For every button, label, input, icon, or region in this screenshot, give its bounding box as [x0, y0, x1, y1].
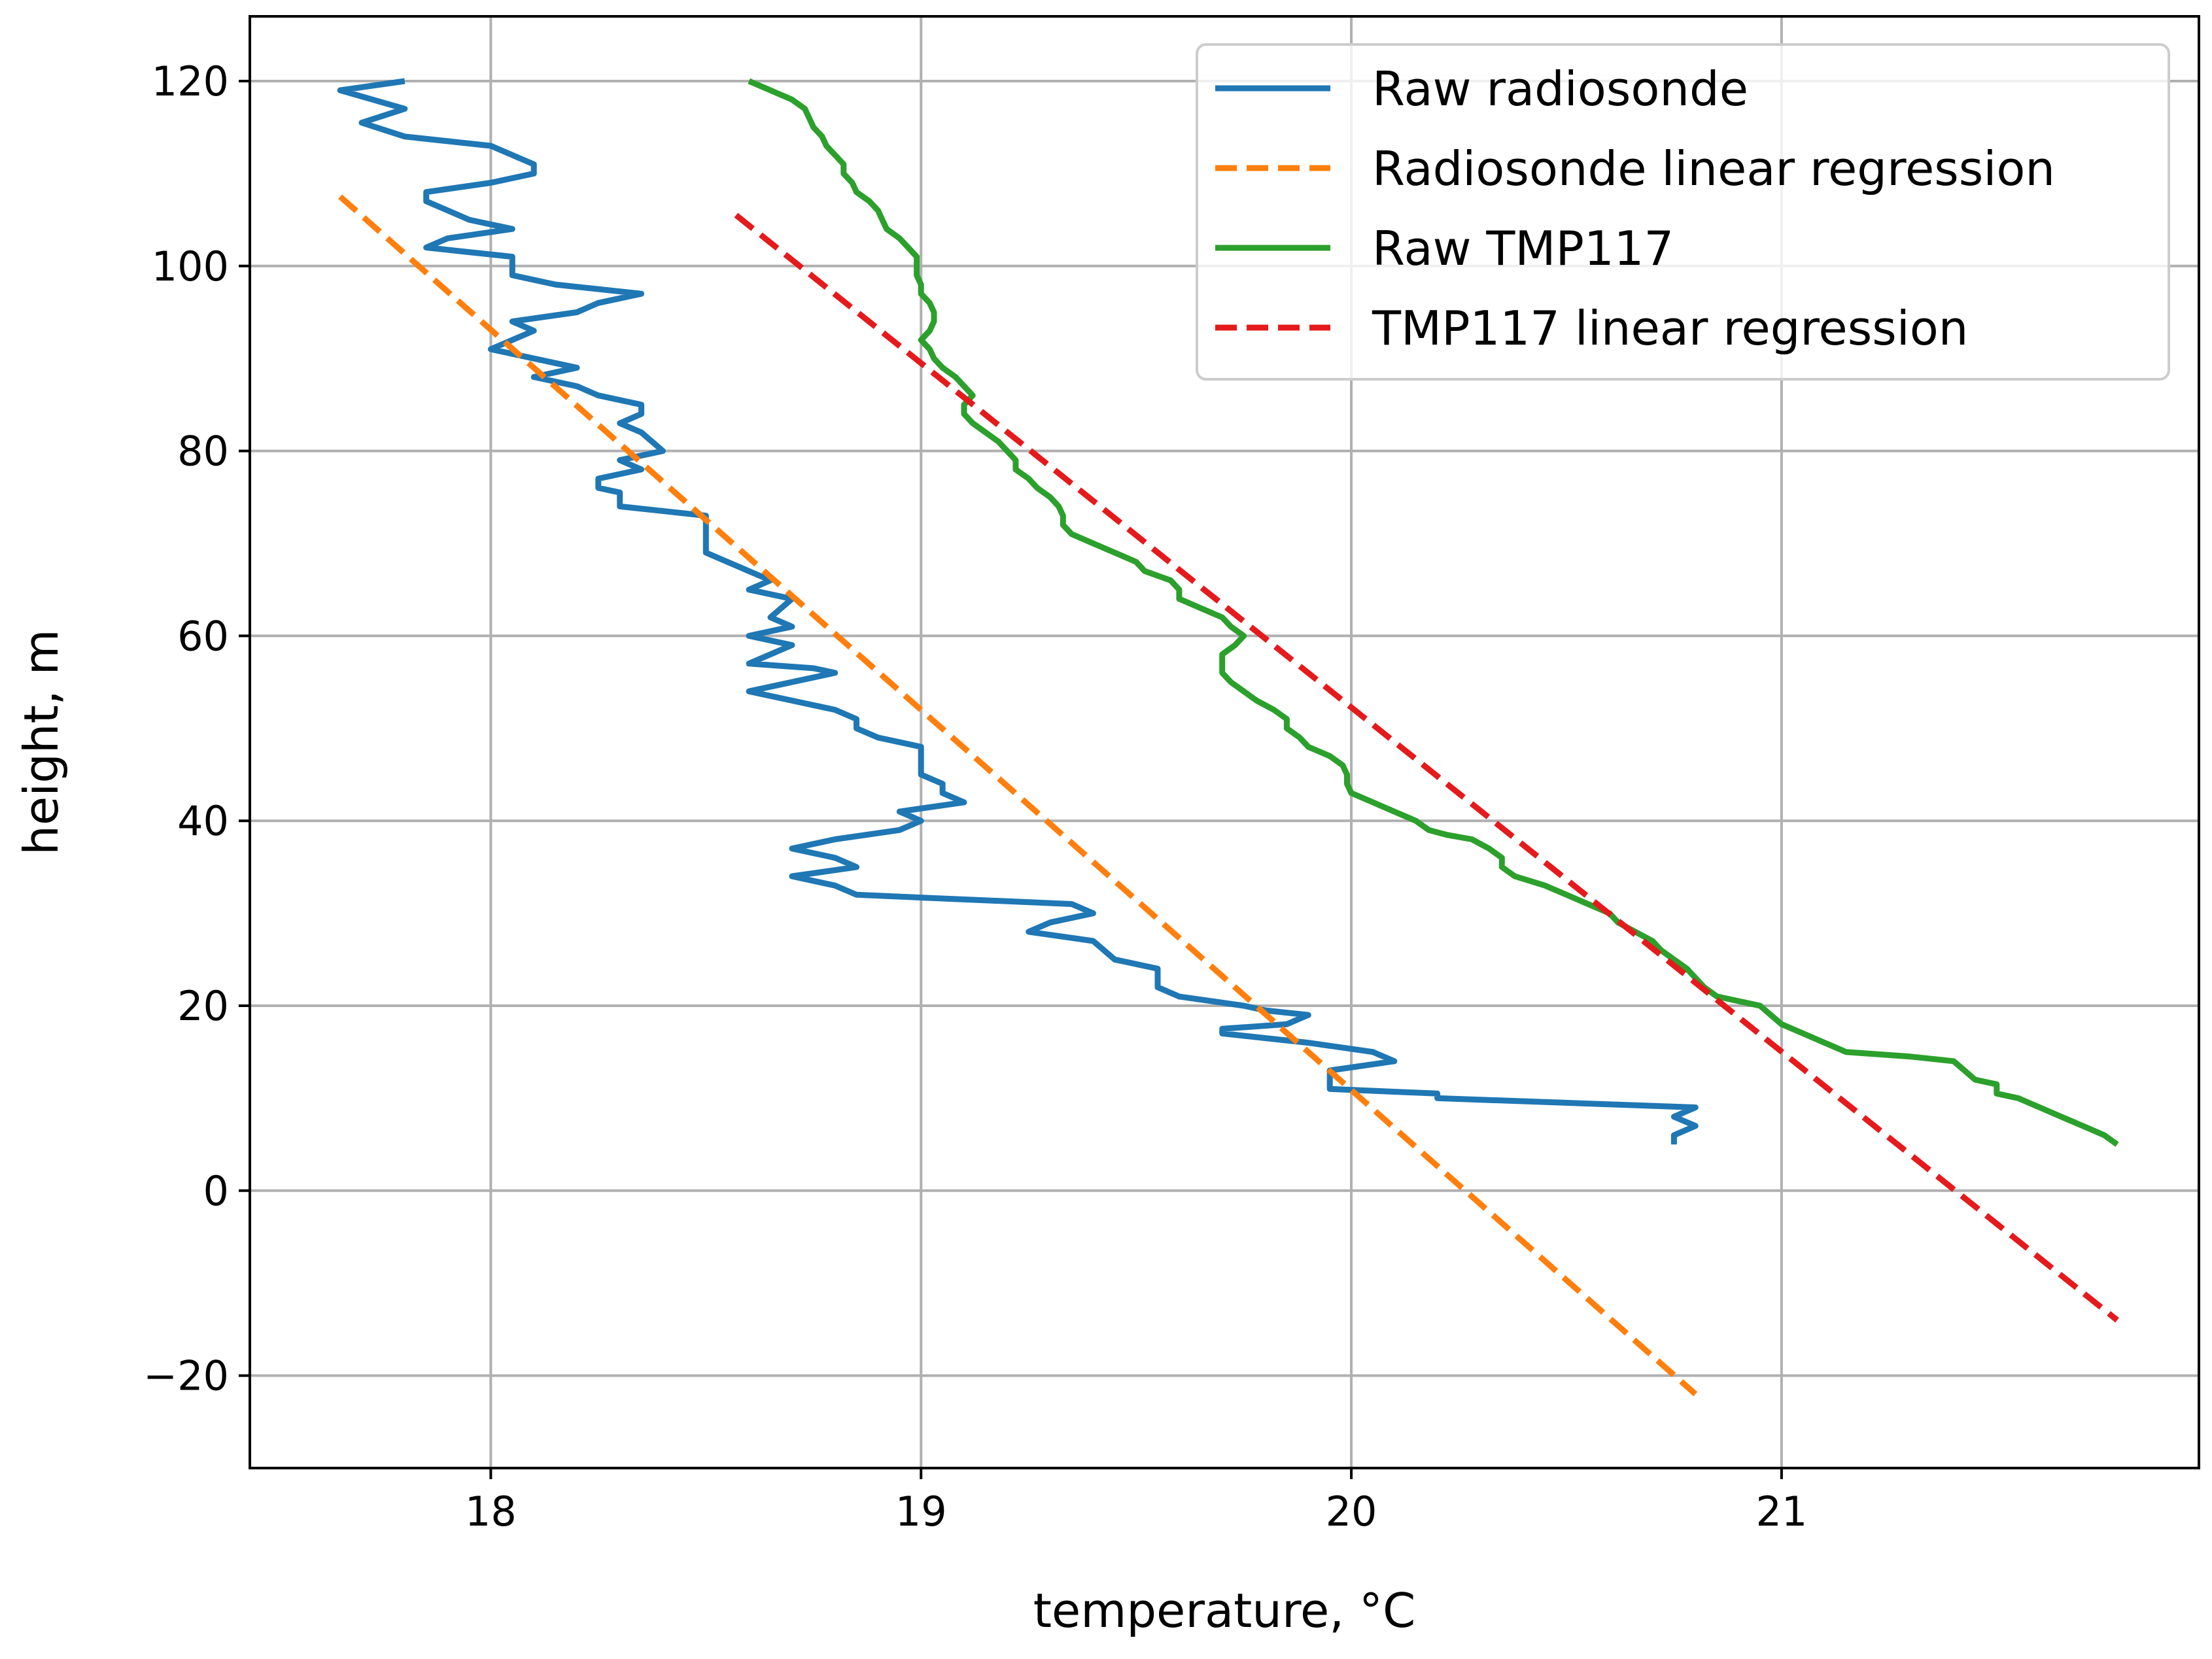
y-tick-label: 120: [152, 58, 229, 105]
y-tick-label: 60: [177, 612, 229, 660]
legend-label-tmp117-linear-regression: TMP117 linear regression: [1372, 301, 1968, 356]
legend-label-raw-radiosonde: Raw radiosonde: [1372, 61, 1748, 116]
legend: Raw radiosonde Radiosonde linear regressi…: [1196, 43, 2170, 381]
y-tick-label: 20: [177, 982, 229, 1030]
y-tick-label: 0: [203, 1167, 229, 1215]
series-line-radiosonde-linear-regression: [338, 194, 1698, 1397]
legend-label-radiosonde-linear-regression: Radiosonde linear regression: [1372, 141, 2055, 196]
y-axis-label: height, m: [14, 629, 69, 855]
y-tick-label: −20: [143, 1352, 229, 1400]
y-tick-label: 80: [177, 428, 229, 475]
y-tick-label: 40: [177, 797, 229, 845]
plot-frame: [249, 15, 2200, 1469]
x-axis-label: temperature, °C: [1033, 1583, 1416, 1638]
series-line-raw-tmp117: [748, 78, 2119, 1147]
x-tick-label: 19: [895, 1488, 947, 1535]
x-tick-label: 18: [465, 1488, 517, 1535]
x-tick-label: 21: [1755, 1488, 1807, 1535]
y-tick-label: 100: [152, 243, 229, 290]
series-line-raw-radiosonde: [337, 78, 1699, 1145]
plot-lines: [337, 78, 2119, 1397]
series-line-tmp117-linear-regression: [734, 213, 2119, 1323]
axis-ticks: 18 19 20 21 −20 0 20 40 60 80 100 120: [143, 58, 1807, 1535]
legend-label-raw-tmp117: Raw TMP117: [1372, 221, 1674, 276]
x-tick-label: 20: [1326, 1488, 1377, 1535]
legend-frame: [1196, 43, 2170, 381]
